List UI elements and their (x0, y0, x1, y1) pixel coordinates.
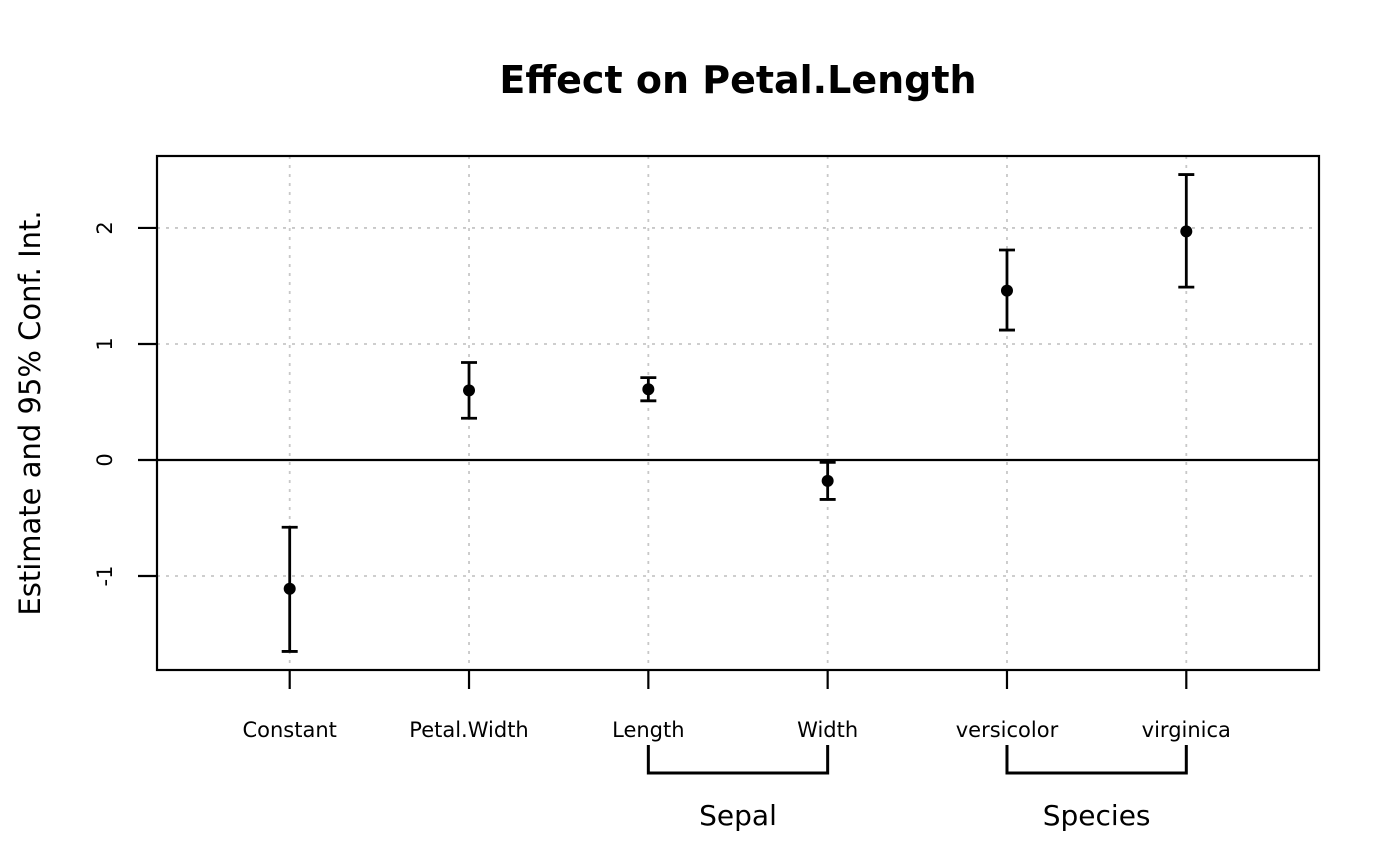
estimate-point (642, 383, 655, 396)
bracket-layer: Sepal Species (646, 745, 1188, 832)
y-tick-label: 1 (93, 337, 117, 350)
x-category-label: versicolor (956, 718, 1059, 742)
group-bracket (1005, 745, 1188, 775)
group-label: Sepal (699, 799, 777, 832)
x-category-label: Constant (242, 718, 336, 742)
estimate-point (463, 384, 476, 397)
y-axis-label: Estimate and 95% Conf. Int. (13, 210, 47, 615)
estimate-point (821, 474, 834, 487)
y-tick-label: 0 (93, 453, 117, 466)
x-category-label: Petal.Width (409, 718, 528, 742)
x-category-label: virginica (1142, 718, 1231, 742)
y-tick-label: 2 (93, 221, 117, 234)
grid-layer (157, 156, 1319, 670)
y-tick-label: -1 (93, 566, 117, 587)
estimate-point (1000, 284, 1013, 297)
plot-border (155, 154, 1321, 672)
data-layer (281, 173, 1195, 653)
group-bracket (646, 745, 830, 775)
group-label: Species (1043, 799, 1151, 832)
estimate-point (1180, 225, 1193, 238)
estimate-point (283, 582, 296, 595)
x-category-label: Length (612, 718, 684, 742)
chart-title: Effect on Petal.Length (499, 58, 976, 102)
x-category-label: Width (797, 718, 858, 742)
axis-layer: Constant Petal.Width Length Width versicolor… (93, 154, 1321, 742)
